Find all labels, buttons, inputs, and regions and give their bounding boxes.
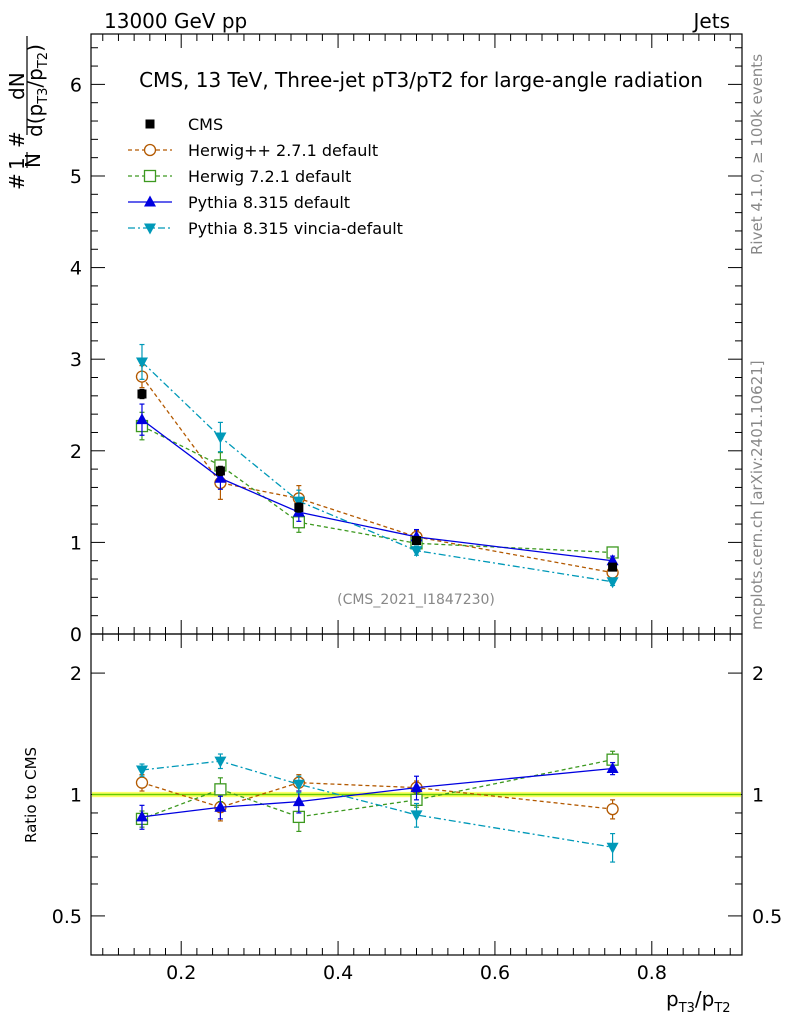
x-tick-label: 0.6 (480, 962, 510, 984)
series-point-pythia-8-315-default (606, 554, 619, 566)
ratio-point-pythia-8-315-default (410, 781, 423, 793)
y-tick-label: 2 (70, 441, 82, 463)
series-line-herwig-2-7-1-default (141, 376, 613, 574)
series-line-pythia-8-315-default (141, 419, 613, 562)
ratio-y-tick-label: 1 (70, 785, 82, 807)
y-tick-label: 4 (70, 258, 82, 280)
chart-title: CMS, 13 TeV, Three-jet pT3/pT2 for large… (139, 68, 703, 92)
ratio-point-pythia-8-315-vincia-default (292, 779, 305, 791)
x-tick-label: 0.4 (323, 962, 353, 984)
data-marks (135, 343, 619, 863)
ratio-point-pythia-8-315-default (606, 762, 619, 774)
series-point-pythia-8-315-default (135, 413, 148, 425)
legend-label-herwig-7-2-1-default: Herwig 7.2.1 default (188, 167, 351, 186)
x-tick-label: 0.2 (166, 962, 196, 984)
ratio-point-herwig-7-2-1-default (214, 783, 227, 796)
y-label-one: 1 (5, 157, 29, 170)
ratio-y-tick-label: 0.5 (52, 906, 82, 928)
ratio-axis-label: Ratio to CMS (22, 747, 40, 843)
y-label-hash-2: # (5, 131, 29, 148)
ratio-y-tick-label-right: 1 (752, 785, 764, 807)
data-point-cms (215, 466, 225, 476)
series-point-pythia-8-315-vincia-default (135, 357, 148, 369)
legend-marker-herwig-7-2-1-default (143, 169, 157, 183)
legend-marker-pythia-8-315-default (144, 195, 156, 207)
analysis-watermark: (CMS_2021_I1847230) (337, 592, 495, 608)
ratio-point-pythia-8-315-default (292, 795, 305, 807)
ratio-point-pythia-8-315-vincia-default (410, 810, 423, 822)
data-point-cms (608, 562, 618, 572)
ratio-point-pythia-8-315-vincia-default (135, 765, 148, 777)
series-line-herwig-7-2-1-default (141, 425, 613, 554)
y-tick-label: 1 (70, 532, 82, 554)
ratio-point-herwig-2-7-1-default (606, 802, 619, 816)
series-point-pythia-8-315-vincia-default (410, 546, 423, 558)
legend-marker-herwig-2-7-1-default (143, 143, 157, 157)
data-point-cms (294, 503, 304, 513)
series-point-pythia-8-315-vincia-default (606, 577, 619, 589)
x-tick-label: 0.8 (637, 962, 667, 984)
legend-marker-cms (145, 119, 155, 129)
data-point-cms (137, 389, 147, 399)
legend-label-herwig-2-7-1-default: Herwig++ 2.7.1 default (188, 141, 378, 160)
legend-label-pythia-8-315-vincia-default: Pythia 8.315 vincia-default (188, 219, 403, 238)
rivet-version-label: Rivet 4.1.0, ≥ 100k events (748, 54, 766, 255)
beam-label: 13000 GeV pp (104, 9, 247, 33)
ratio-point-pythia-8-315-vincia-default (214, 756, 227, 768)
series-point-pythia-8-315-default (214, 471, 227, 483)
ratio-point-pythia-8-315-default (214, 800, 227, 812)
ratio-point-pythia-8-315-vincia-default (606, 842, 619, 854)
ratio-y-tick-label-right: 2 (752, 663, 764, 685)
legend: CMS Herwig++ 2.7.1 default Herwig 7.2.1 de… (128, 115, 403, 238)
ratio-line-herwig-7-2-1-default (141, 759, 613, 820)
ratio-point-herwig-2-7-1-default (135, 776, 149, 789)
ratio-point-pythia-8-315-default (135, 810, 148, 822)
mcplots-source-label: mcplots.cern.ch [arXiv:2401.10621] (748, 360, 766, 630)
ratio-y-tick-label-right: 0.5 (752, 906, 782, 928)
legend-label-cms: CMS (188, 115, 223, 134)
y-tick-label: 6 (70, 74, 82, 96)
legend-label-pythia-8-315-default: Pythia 8.315 default (188, 193, 350, 212)
y-tick-label: 3 (70, 349, 82, 371)
data-point-cms (412, 536, 421, 546)
y-tick-label: 0 (70, 624, 82, 646)
main-y-axis-label: # 1 N # dN d(pT3/pT2) (5, 36, 51, 190)
y-label-n: N (21, 153, 45, 168)
legend-marker-pythia-8-315-vincia-default (144, 223, 156, 235)
category-label: Jets (692, 9, 730, 33)
x-axis-label: pT3/pT2 (666, 987, 731, 1016)
series-point-pythia-8-315-vincia-default (214, 432, 227, 444)
y-label-hash: # (5, 173, 29, 190)
series-point-pythia-8-315-vincia-default (292, 496, 305, 508)
ratio-y-tick-label: 2 (70, 663, 82, 685)
y-label-dn: dN (5, 72, 29, 100)
y-tick-label: 5 (70, 166, 82, 188)
axis-ticks: 0.2 0.4 0.6 0.8 0 1 2 3 4 5 6 0.5 0.5 1 1 2 2 (52, 34, 782, 984)
